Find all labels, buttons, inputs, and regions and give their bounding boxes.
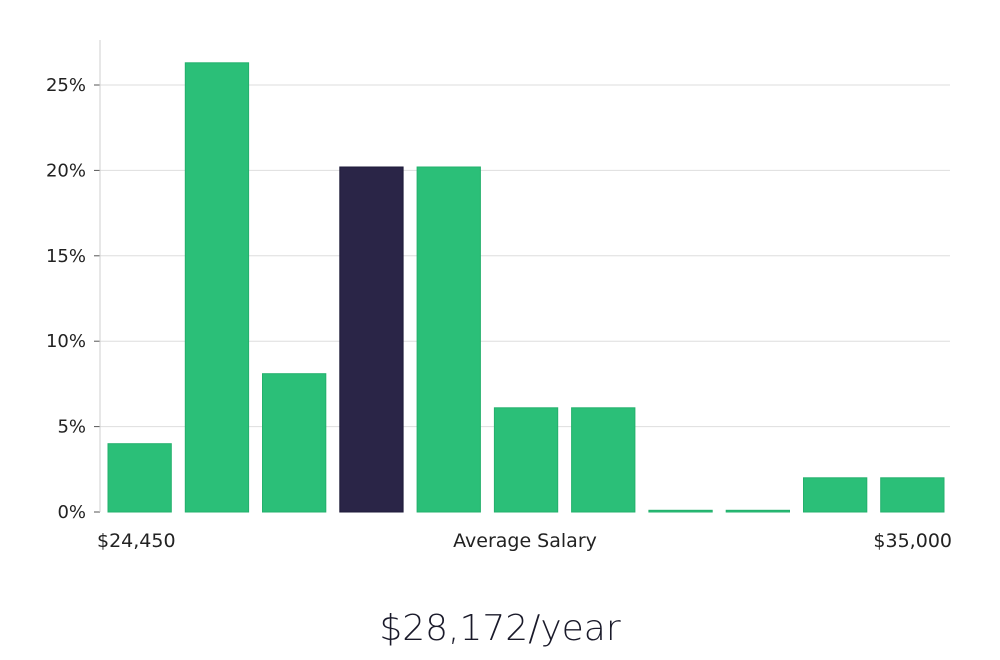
average-salary-headline: $28,172/year: [379, 608, 621, 649]
bar: [803, 477, 868, 513]
salary-histogram: 0%5%10%15%20%25% $24,450 Average Salary …: [46, 40, 952, 552]
bar: [725, 509, 791, 513]
bar: [184, 62, 250, 513]
y-tick-label: 15%: [46, 246, 86, 267]
bars: [107, 62, 945, 513]
bar: [262, 373, 327, 513]
bar: [571, 407, 636, 513]
x-label-min: $24,450: [97, 530, 176, 552]
bar: [107, 443, 172, 513]
bar: [648, 509, 713, 513]
y-tick-label: 0%: [57, 502, 86, 523]
x-label-average: Average Salary: [453, 530, 597, 552]
bar: [880, 477, 945, 513]
x-label-max: $35,000: [873, 530, 952, 552]
y-tick-label: 25%: [46, 75, 86, 96]
bar: [493, 407, 559, 513]
y-tick-label: 5%: [57, 417, 86, 438]
bar-average: [339, 166, 404, 513]
y-axis-ticks: 0% 5% 10% 15% 20% 25%: [46, 75, 100, 523]
y-tick-label: 20%: [46, 160, 86, 181]
y-tick-label: 10%: [46, 331, 86, 352]
bar: [416, 166, 481, 513]
